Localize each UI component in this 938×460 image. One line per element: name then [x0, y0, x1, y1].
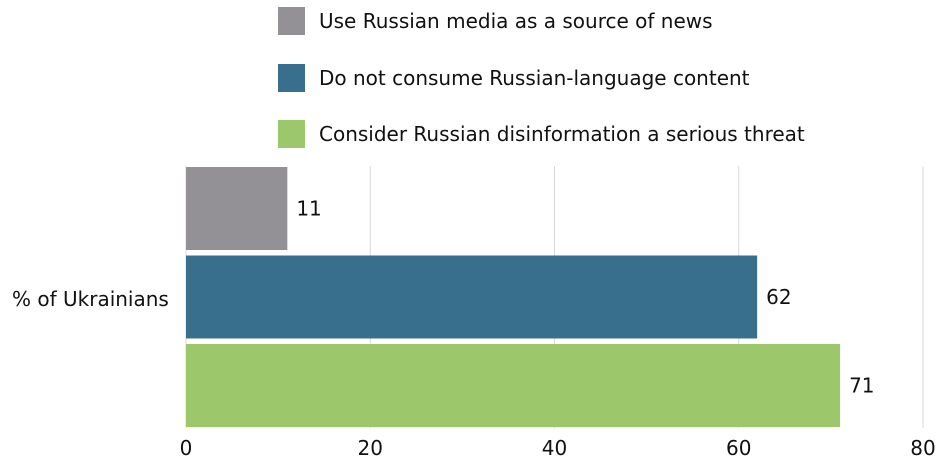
legend-label-disinformation-threat: Consider Russian disinformation a seriou…	[319, 122, 805, 146]
x-tick-label: 60	[726, 436, 751, 460]
value-labels: 11 62 71	[296, 197, 874, 398]
legend: Use Russian media as a source of news Do…	[278, 4, 928, 154]
legend-swatch-no-russian-content	[278, 64, 305, 92]
category-label: % of Ukrainians	[12, 287, 169, 311]
legend-item-no-russian-content: Do not consume Russian-language content	[278, 61, 750, 95]
legend-swatch-disinformation-threat	[278, 120, 305, 148]
x-tick-label: 40	[542, 436, 567, 460]
legend-item-disinformation-threat: Consider Russian disinformation a seriou…	[278, 117, 805, 151]
x-tick-label: 20	[358, 436, 383, 460]
x-tick-label: 0	[180, 436, 193, 460]
bar-value-label-1: 62	[766, 285, 791, 309]
x-tick-label: 80	[910, 436, 935, 460]
x-axis-ticks: 0 20 40 60 80	[180, 436, 936, 460]
bar-0	[186, 167, 288, 250]
bar-2	[186, 344, 841, 427]
legend-label-no-russian-content: Do not consume Russian-language content	[319, 66, 750, 90]
bars	[186, 167, 841, 427]
bar-value-label-2: 71	[849, 374, 874, 398]
legend-item-russian-media: Use Russian media as a source of news	[278, 4, 713, 38]
bar-1	[186, 255, 758, 339]
legend-swatch-russian-media	[278, 7, 305, 35]
bar-value-label-0: 11	[296, 197, 321, 221]
legend-label-russian-media: Use Russian media as a source of news	[319, 9, 713, 33]
